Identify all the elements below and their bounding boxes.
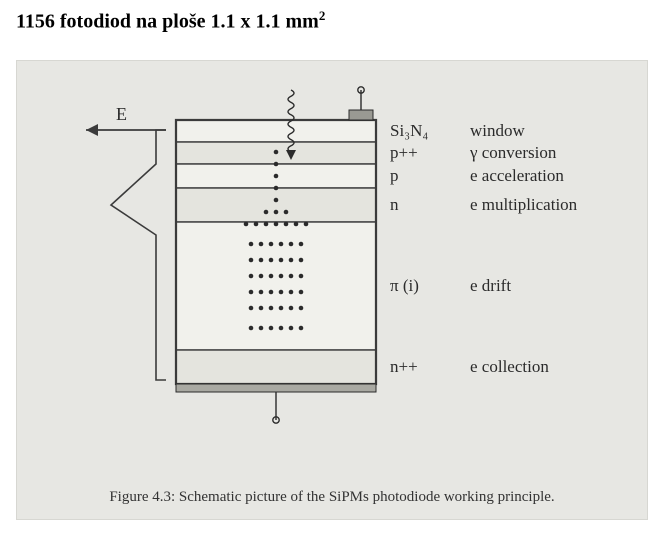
title-exponent: 2 [319, 8, 326, 23]
figure-caption: Figure 4.3: Schematic picture of the SiP… [16, 489, 648, 506]
layer-label-2: p [390, 166, 399, 186]
title-text: 1156 fotodiod na ploše 1.1 x 1.1 mm [16, 11, 319, 33]
process-label-4: e drift [470, 276, 511, 296]
figure-panel: E Si₃N₄ window p++ γ conversion p e accelerat… [16, 60, 648, 520]
layer-label-3: n [390, 195, 399, 215]
page-title: 1156 fotodiod na ploše 1.1 x 1.1 mm2 [16, 8, 325, 34]
process-label-0: window [470, 121, 525, 141]
diagram [16, 60, 648, 480]
e-axis-label: E [116, 104, 127, 125]
layer-label-1: p++ [390, 143, 418, 163]
process-label-2: e acceleration [470, 166, 564, 186]
layer-label-0: Si₃N₄ [390, 121, 428, 141]
layer-label-4: π (i) [390, 276, 419, 296]
process-label-3: e multiplication [470, 195, 577, 215]
process-label-1: γ conversion [470, 143, 556, 163]
process-label-5: e collection [470, 357, 549, 377]
layer-label-5: n++ [390, 357, 418, 377]
